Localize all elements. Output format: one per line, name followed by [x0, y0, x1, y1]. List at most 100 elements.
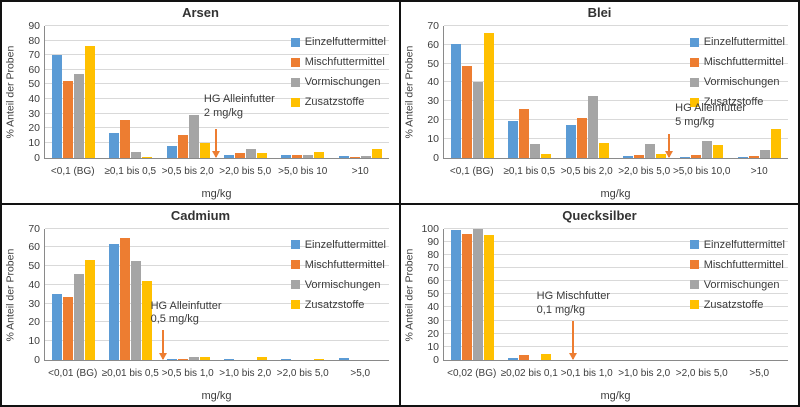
x-axis-title: mg/kg	[201, 390, 232, 402]
gridline	[444, 25, 788, 26]
annotation-line: 0,1 mg/kg	[536, 304, 585, 317]
bar-mischfuttermittel	[691, 154, 702, 158]
y-axis-tick-label: 70	[28, 49, 40, 62]
bar-groups	[45, 229, 389, 360]
gridline	[444, 266, 788, 268]
legend-label: Zusatzstoffe	[304, 298, 365, 311]
bar-mischfuttermittel	[235, 153, 246, 158]
y-axis-tick-label: 100	[421, 222, 439, 235]
bar-mischfuttermittel	[462, 66, 473, 158]
bar-zusatzstoffe	[314, 152, 325, 158]
gridline	[444, 137, 788, 139]
bar-groups	[444, 26, 788, 158]
bar-einzelfuttermittel	[623, 155, 634, 158]
bar-einzelfuttermittel	[166, 359, 177, 360]
x-axis-tick-label: >0,1 bis 1,0	[560, 368, 613, 379]
y-axis-tick-label: 30	[427, 314, 439, 327]
y-axis-title: % Anteil der Proben	[4, 248, 17, 342]
y-axis-tick-label: 40	[28, 93, 40, 106]
bar-zusatzstoffe	[598, 143, 609, 158]
y-axis-title: % Anteil der Proben	[403, 45, 416, 139]
bar-group	[332, 229, 389, 360]
bar-vormischungen	[473, 82, 484, 158]
legend-marker-zusatzstoffe	[290, 97, 300, 107]
y-axis-tick-label: 50	[28, 260, 40, 273]
gridline	[45, 68, 389, 70]
chart-panel-cadmium: Cadmium % Anteil der Proben 0 10 20 30 40 50 6…	[2, 204, 399, 405]
y-axis-tick-label: 0	[433, 151, 439, 164]
x-axis-tick-label: >10	[750, 165, 768, 177]
x-axis-tick-label: >2,0 bis 5,0	[219, 165, 272, 177]
bar-groups	[444, 228, 788, 360]
legend-label: Mischfuttermittel	[703, 258, 784, 271]
legend-marker-einzelfuttermittel	[689, 240, 699, 249]
bar-group	[45, 229, 102, 360]
x-axis-tick-label: >1,0 bis 2,0	[618, 368, 671, 379]
bar-einzelfuttermittel	[109, 244, 120, 360]
bar-zusatzstoffe	[371, 148, 382, 158]
annotation-line: 2 mg/kg	[203, 106, 244, 119]
chart-title: Cadmium	[170, 207, 231, 223]
bar-vormischungen	[188, 357, 199, 360]
chart-panel-quecksilber: Quecksilber % Anteil der Proben 0 10 20 30 4…	[401, 204, 798, 405]
x-axis-tick-label: >5,0	[350, 368, 371, 379]
legend-label: Einzelfuttermittel	[703, 36, 785, 48]
gridline	[45, 302, 389, 304]
y-axis-tick-label: 40	[427, 76, 439, 89]
chart-title: Blei	[587, 5, 612, 20]
y-axis-tick-label: 60	[427, 275, 439, 288]
bar-einzelfuttermittel	[338, 156, 349, 158]
x-axis-title: mg/kg	[201, 187, 232, 200]
annotation-down-arrow-icon	[569, 320, 578, 360]
y-axis-tick-label: 50	[427, 57, 439, 70]
bar-einzelfuttermittel	[737, 156, 748, 158]
x-axis-title: mg/kg	[600, 390, 631, 402]
legend-entry: Zusatzstoffe	[290, 298, 386, 311]
legend-label: Vormischungen	[703, 278, 780, 291]
legend-marker-vormischungen	[689, 280, 699, 289]
gridline	[444, 293, 788, 295]
legend-marker-einzelfuttermittel	[689, 37, 699, 47]
gridline	[444, 345, 788, 347]
bar-group	[444, 228, 501, 360]
legend-entry: Vormischungen	[290, 76, 386, 88]
legend-label: Mischfuttermittel	[703, 56, 784, 68]
legend-label: Mischfuttermittel	[304, 258, 385, 271]
y-axis-tick-label: 90	[427, 235, 439, 248]
bar-mischfuttermittel	[63, 297, 74, 360]
legend-marker-mischfuttermittel	[689, 260, 699, 269]
gridline	[45, 141, 389, 143]
y-axis-tick-label: 60	[28, 63, 40, 76]
y-axis-tick-label: 70	[427, 261, 439, 274]
gridline	[45, 246, 389, 248]
gridline	[444, 332, 788, 334]
y-axis-title: % Anteil der Proben	[403, 248, 416, 342]
y-axis-title: % Anteil der Proben	[4, 45, 17, 139]
x-axis-title: mg/kg	[600, 187, 631, 200]
x-axis-tick-labels: <0,02 (BG) ≥0,02 bis 0,1 >0,1 bis 1,0 >1,0 …	[443, 368, 788, 383]
y-axis-tick-label: 20	[427, 327, 439, 340]
annotation-line: 0,5 mg/kg	[150, 313, 199, 326]
gridline	[45, 83, 389, 85]
legend-label: Vormischungen	[304, 76, 381, 88]
gridline	[444, 253, 788, 255]
bar-einzelfuttermittel	[109, 133, 120, 158]
bar-einzelfuttermittel	[224, 359, 235, 360]
y-axis-tick-label: 20	[28, 316, 40, 329]
annotation-arrowhead-icon	[158, 353, 167, 360]
chart-title: Arsen	[182, 5, 219, 20]
bar-group	[332, 26, 389, 158]
legend-marker-vormischungen	[689, 77, 699, 87]
bar-zusatzstoffe	[541, 354, 552, 360]
bar-vormischungen	[702, 140, 713, 158]
chart-panel-blei: Blei % Anteil der Proben 0 10 20 30 40 50 60 70…	[401, 2, 798, 203]
legend-marker-mischfuttermittel	[290, 260, 300, 269]
legend-marker-zusatzstoffe	[689, 97, 699, 107]
legend-label: Vormischungen	[703, 76, 780, 88]
legend-entry: Zusatzstoffe	[290, 96, 386, 108]
x-axis-tick-label: >0,5 bis 2,0	[161, 165, 214, 177]
bar-zusatzstoffe	[484, 32, 495, 158]
bar-group	[160, 229, 217, 360]
legend-entry: Einzelfuttermittel	[290, 36, 386, 48]
